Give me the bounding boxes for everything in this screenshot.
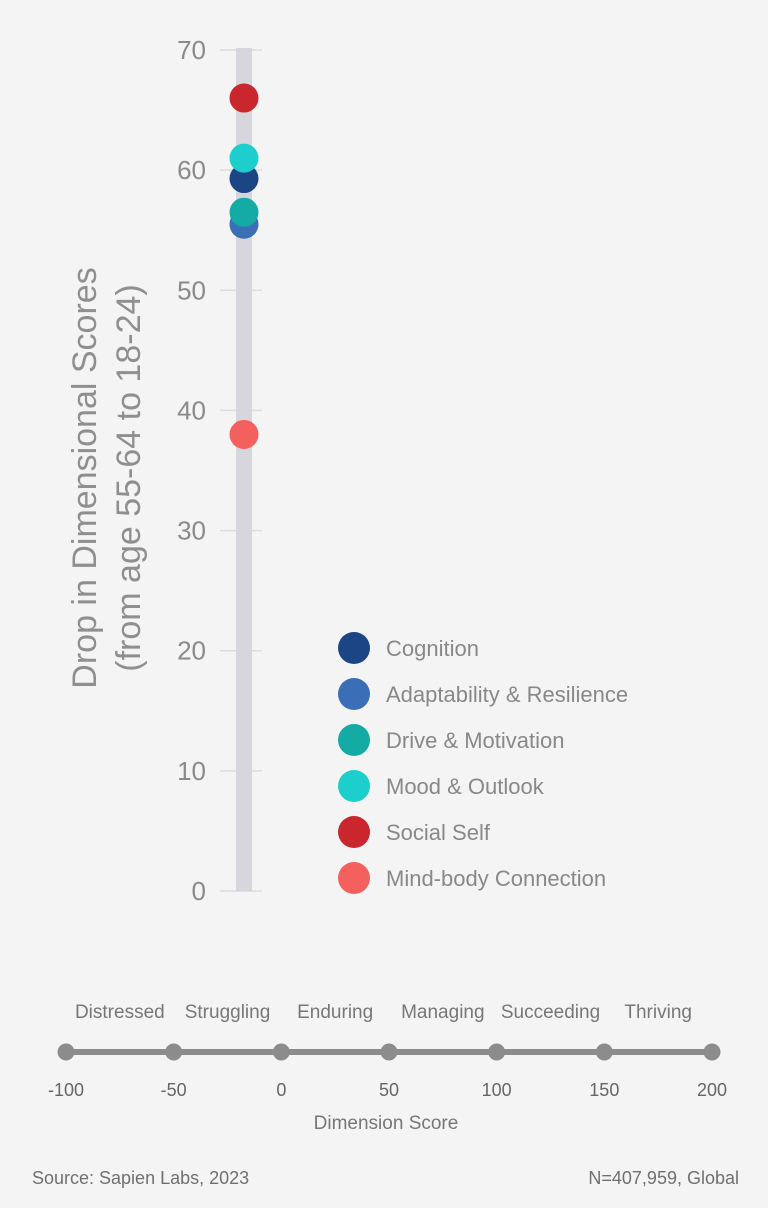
scale-tick-label: 0 <box>276 1080 286 1100</box>
scale-marker <box>703 1043 721 1061</box>
scale-tick-label: 50 <box>379 1080 399 1100</box>
data-point-drive-motivation <box>229 197 259 227</box>
legend-label: Mood & Outlook <box>386 774 545 799</box>
y-tick-label: 40 <box>177 395 206 425</box>
y-axis-title-line1: Drop in Dimensional Scores <box>66 267 104 688</box>
data-point-social-self <box>229 83 259 113</box>
legend-swatch <box>338 770 370 802</box>
legend-swatch <box>338 862 370 894</box>
scale-marker <box>488 1043 506 1061</box>
data-points <box>229 83 259 449</box>
x-axis-title: Dimension Score <box>314 1113 459 1134</box>
scale-marker <box>595 1043 613 1061</box>
scale-marker <box>57 1043 75 1061</box>
legend-swatch <box>338 632 370 664</box>
scale-tick-label: 100 <box>482 1080 512 1100</box>
data-point-mood-outlook <box>229 143 259 173</box>
y-tick-label: 50 <box>177 275 206 305</box>
scale-category-label: Thriving <box>624 1002 692 1023</box>
scale-tick-label: -100 <box>48 1080 84 1100</box>
legend: Cognition Adaptability & Resilience Drive … <box>338 632 628 894</box>
legend-label: Mind-body Connection <box>386 866 606 891</box>
legend-label: Adaptability & Resilience <box>386 682 628 707</box>
y-axis: 0 10 20 30 40 50 60 70 <box>177 35 262 906</box>
scale-category-label: Struggling <box>185 1002 271 1023</box>
y-tick-label: 0 <box>192 876 206 906</box>
y-tick-label: 20 <box>177 636 206 666</box>
legend-label: Cognition <box>386 636 479 661</box>
scale-tick-label: 150 <box>589 1080 619 1100</box>
legend-label: Drive & Motivation <box>386 728 565 753</box>
y-tick-label: 30 <box>177 516 206 546</box>
value-track <box>236 48 252 891</box>
data-point-cognition <box>229 164 259 194</box>
scale-tick-label: 200 <box>697 1080 727 1100</box>
legend-swatch <box>338 816 370 848</box>
scale-marker <box>380 1043 398 1061</box>
scale-category-label: Distressed <box>75 1002 165 1023</box>
scale-marker <box>272 1043 290 1061</box>
scale-category-label: Succeeding <box>501 1002 600 1023</box>
scale-marker <box>165 1043 183 1061</box>
y-tick-label: 10 <box>177 756 206 786</box>
legend-swatch <box>338 678 370 710</box>
scale-tick-label: -50 <box>161 1080 187 1100</box>
y-tick-label: 70 <box>177 35 206 65</box>
source-note: Source: Sapien Labs, 2023 <box>32 1168 249 1188</box>
legend-swatch <box>338 724 370 756</box>
scale-category-label: Enduring <box>297 1002 373 1023</box>
y-axis-title-line2: (from age 55-64 to 18-24) <box>110 284 148 671</box>
sample-note: N=407,959, Global <box>588 1168 739 1188</box>
scale-category-label: Managing <box>401 1002 484 1023</box>
dimension-score-scale: -100 -50 0 50 100 150 200 Distressed Struggling E… <box>48 1002 727 1100</box>
legend-label: Social Self <box>386 820 491 845</box>
y-tick-label: 60 <box>177 155 206 185</box>
data-point-mind-body-connection <box>229 419 259 449</box>
